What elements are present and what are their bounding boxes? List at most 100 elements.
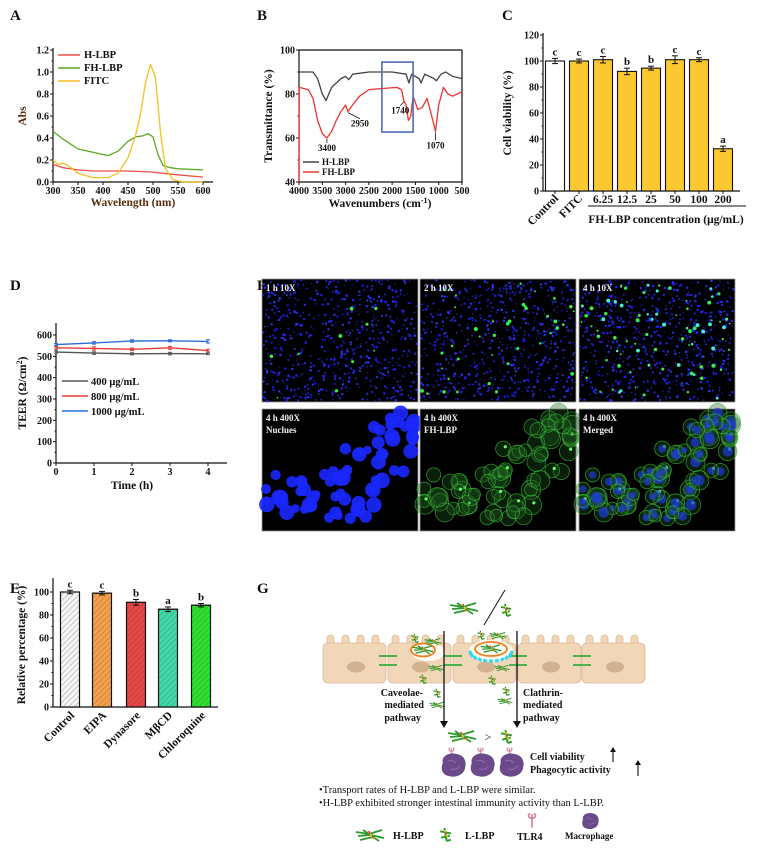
nucleus-dot [563,356,565,359]
nucleus-dot [538,368,541,370]
nucleus-dot [471,323,474,326]
nucleus [350,507,360,517]
nucleus-dot [635,393,637,395]
nucleus-dot [730,338,732,340]
nucleus-dot [568,341,571,344]
nucleus-dot [561,291,563,293]
nucleus-dot [507,380,509,382]
nucleus-dot [488,332,490,335]
nucleus-dot [321,303,324,306]
nucleus-dot [413,327,416,330]
nucleus-dot [527,334,530,336]
fh-lbp-signal-dot [426,392,429,395]
nucleus-dot [567,318,569,319]
nucleus-dot [600,333,601,335]
nucleus-dot [719,333,721,335]
fh-lbp-bright-spot [569,447,573,451]
nucleus-dot [322,375,325,378]
image-caption: Merged [583,425,613,435]
nucleus-dot [273,300,276,304]
nucleus-dot [722,359,725,363]
nucleus-dot [572,353,575,356]
nucleus-dot [378,398,381,401]
nucleus-dot [434,344,437,347]
nucleus-dot [424,294,427,297]
nucleus-dot [717,284,720,287]
nucleus-dot [397,390,400,393]
fh-lbp-signal-dot [487,381,491,386]
nucleus-dot [685,350,688,353]
nucleus-dot [730,348,732,350]
nucleus-dot [310,396,312,399]
nucleus-dot [557,373,559,375]
nucleus-dot [347,380,351,383]
nucleus-dot [482,362,485,365]
bar [592,59,614,192]
nucleus-dot [361,365,364,367]
nucleus-dot [528,380,530,382]
cell-membrane-green [493,466,508,481]
nucleus-dot [333,308,335,310]
nucleus-dot [656,308,659,311]
nucleus [378,449,388,459]
nucleus-dot [528,296,531,299]
nucleus-dot [644,338,646,340]
nucleus-dot [514,329,518,332]
nucleus-dot [265,331,267,333]
nucleus-dot [507,343,509,346]
nucleus-dot [535,312,538,315]
nucleus-dot [483,372,486,375]
fh-lbp-signal-dot [695,323,700,328]
nucleus-dot [644,348,647,350]
nucleus-dot [343,372,346,376]
nucleus-dot [607,350,610,353]
nucleus-dot [489,370,492,372]
nucleus-dot [365,361,368,364]
nucleus-dot [349,332,352,334]
nucleus-dot [551,331,554,334]
nucleus-dot [371,324,374,327]
nucleus-dot [609,399,612,402]
x-tick-label: 3000 [336,186,356,197]
up-arrow-icon [635,760,641,776]
nucleus-dot [669,337,671,340]
nucleus-dot [564,304,567,307]
nucleus-dot [474,320,477,322]
cell-membrane-green [416,481,432,497]
nucleus-dot [348,334,350,337]
y-tick-label: 80 [529,83,539,94]
nucleus-dot [687,302,689,305]
nucleus-dot [278,297,281,300]
nucleus-dot [288,379,290,381]
nucleus-dot [384,300,387,303]
nucleus-dot [561,360,563,362]
nucleus-dot [559,340,562,343]
nucleus-dot [540,286,543,289]
nucleus-dot [714,324,716,326]
nucleus-dot [299,333,303,336]
nucleus-dot [689,294,692,297]
nucleus-dot [475,374,478,377]
nucleus-dot [611,310,613,313]
nucleus-dot [688,292,690,294]
nucleus-dot [424,348,426,350]
nucleus [294,475,308,488]
fh-lbp-signal-dot [420,388,424,393]
fh-lbp-signal-dot [711,346,716,351]
nucleus-dot [381,315,383,317]
nucleus-dot [367,349,370,352]
nucleus-dot [632,368,635,371]
nucleus-dot [391,333,393,336]
nucleus-dot [382,338,385,341]
nucleus-dot [638,312,640,314]
nucleus-dot [516,289,518,291]
nucleus-dot [693,348,695,350]
nucleus-dot [453,375,455,377]
nucleus-dot [371,319,374,322]
nucleus-dot [646,360,649,362]
x-tick-label: FITC [557,193,585,221]
nucleus-dot [310,394,313,397]
nucleus-dot [523,318,525,321]
nucleus-dot [304,385,307,388]
nucleus-dot [410,361,412,363]
